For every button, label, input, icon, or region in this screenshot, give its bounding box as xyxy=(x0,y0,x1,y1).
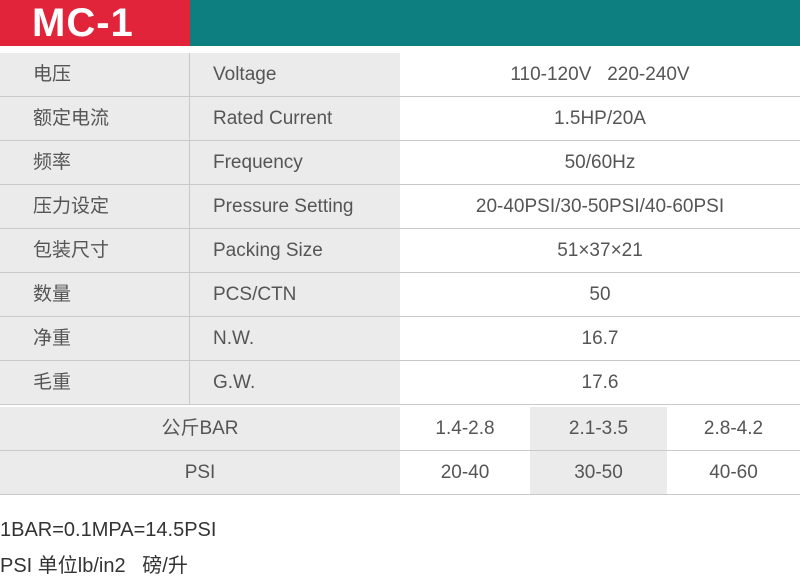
spec-row-frequency: 频率 Frequency 50/60Hz xyxy=(0,141,800,185)
pressure-row-psi: PSI 20-40 30-50 40-60 xyxy=(0,451,800,495)
pressure-row-bar: 公斤BAR 1.4-2.8 2.1-3.5 2.8-4.2 xyxy=(0,407,800,451)
model-title: MC-1 xyxy=(32,1,134,45)
spec-cn-label: 额定电流 xyxy=(33,108,110,129)
footnotes: 1BAR=0.1MPA=14.5PSI PSI 单位lb/in2 磅/升 xyxy=(0,512,216,584)
spec-row-pcs-ctn: 数量 PCS/CTN 50 xyxy=(0,273,800,317)
spec-en-label: Frequency xyxy=(213,152,303,173)
psi-value: 20-40 xyxy=(440,462,490,483)
bar-value: 2.8-4.2 xyxy=(703,418,764,439)
spec-value: 51×37×21 xyxy=(557,240,643,261)
spec-en-label: N.W. xyxy=(213,328,255,349)
psi-unit-note: PSI 单位lb/in2 磅/升 xyxy=(0,555,188,577)
spec-en-label: Pressure Setting xyxy=(213,196,354,217)
spec-cn-label: 包装尺寸 xyxy=(33,240,110,261)
spec-cn-label: 毛重 xyxy=(33,372,72,393)
spec-value: 110-120V 220-240V xyxy=(510,64,690,85)
spec-value: 1.5HP/20A xyxy=(554,108,646,129)
bar-value: 2.1-3.5 xyxy=(568,418,629,439)
spec-en-label: G.W. xyxy=(213,372,256,393)
spec-value: 17.6 xyxy=(581,372,619,393)
spec-en-label: Voltage xyxy=(213,64,277,85)
header-accent xyxy=(190,0,800,46)
spec-row-packing-size: 包装尺寸 Packing Size 51×37×21 xyxy=(0,229,800,273)
psi-value: 40-60 xyxy=(709,462,758,483)
unit-conversion-note: 1BAR=0.1MPA=14.5PSI xyxy=(0,519,217,541)
spec-cn-label: 电压 xyxy=(33,64,72,85)
spec-row-gross-weight: 毛重 G.W. 17.6 xyxy=(0,361,800,405)
spec-cn-label: 净重 xyxy=(33,328,72,349)
psi-unit-label: PSI xyxy=(184,462,216,483)
spec-value: 50 xyxy=(589,284,611,305)
spec-value: 20-40PSI/30-50PSI/40-60PSI xyxy=(475,196,725,217)
spec-row-rated-current: 额定电流 Rated Current 1.5HP/20A xyxy=(0,97,800,141)
header-bar: MC-1 xyxy=(0,0,800,46)
spec-value: 16.7 xyxy=(581,328,619,349)
spec-cn-label: 压力设定 xyxy=(33,196,110,217)
spec-en-label: PCS/CTN xyxy=(213,284,297,305)
model-badge: MC-1 xyxy=(0,0,190,46)
bar-value: 1.4-2.8 xyxy=(435,418,495,439)
psi-value: 30-50 xyxy=(574,462,623,483)
spec-row-pressure-setting: 压力设定 Pressure Setting 20-40PSI/30-50PSI/… xyxy=(0,185,800,229)
spec-cn-label: 数量 xyxy=(33,284,72,305)
spec-en-label: Rated Current xyxy=(213,108,333,129)
spec-en-label: Packing Size xyxy=(213,240,323,261)
spec-value: 50/60Hz xyxy=(564,152,636,173)
bar-unit-label: 公斤BAR xyxy=(161,418,239,439)
spec-cn-label: 频率 xyxy=(33,152,72,173)
spec-row-net-weight: 净重 N.W. 16.7 xyxy=(0,317,800,361)
spec-row-voltage: 电压 Voltage 110-120V 220-240V xyxy=(0,53,800,97)
